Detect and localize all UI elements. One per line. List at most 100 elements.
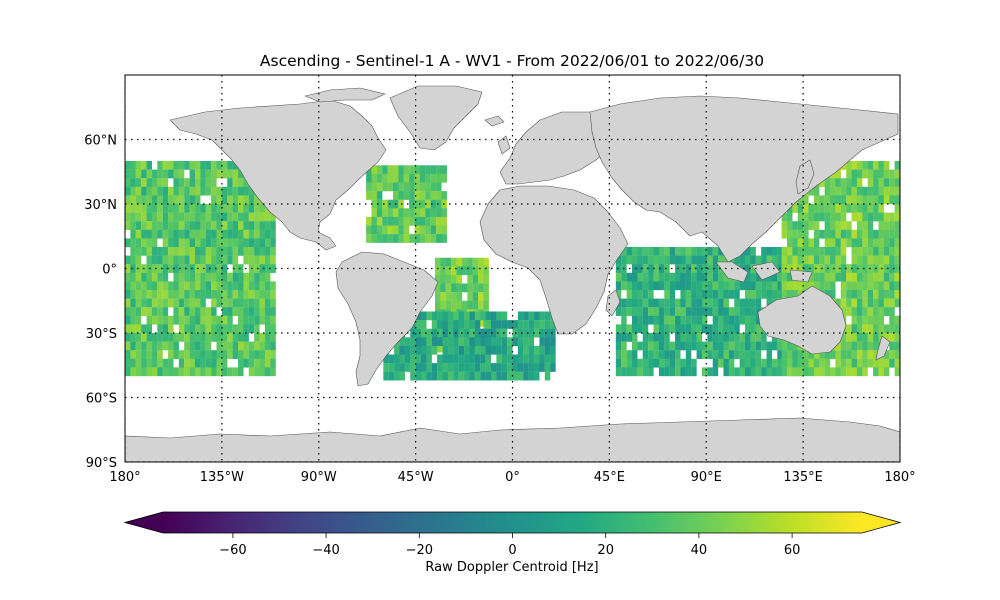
swath-cell: [248, 358, 255, 368]
swath-cell: [792, 350, 798, 359]
swath-cell: [194, 367, 201, 377]
swath-cell: [819, 204, 825, 213]
swath-cell: [425, 225, 431, 235]
swath-cell: [856, 247, 863, 256]
swath-cell: [728, 358, 735, 368]
swath-cell: [739, 315, 746, 325]
swath-cell: [771, 281, 778, 291]
swath-cell: [803, 350, 809, 359]
swath-cell: [483, 300, 489, 310]
swath-cell: [125, 161, 131, 170]
swath-cell: [238, 307, 244, 316]
swath-cell: [425, 173, 431, 183]
swath-cell: [523, 311, 529, 321]
swath-cell: [883, 169, 890, 179]
swath-cell: [146, 238, 153, 248]
swath-cell: [718, 341, 724, 351]
swath-cell: [534, 311, 540, 321]
swath-cell: [184, 186, 190, 196]
swath-cell: [194, 298, 201, 308]
swath-cell: [184, 324, 190, 334]
swath-cell: [739, 341, 746, 351]
swath-cell: [426, 328, 432, 338]
swath-cell: [469, 345, 475, 355]
swath-cell: [200, 247, 206, 256]
swath-cell: [512, 371, 518, 381]
swath-cell: [851, 367, 858, 377]
swath-cell: [803, 212, 809, 222]
swath-cell: [387, 225, 394, 235]
swath-cell: [878, 290, 884, 299]
swath-cell: [517, 320, 524, 329]
swath-cell: [483, 283, 489, 293]
swath-cell: [387, 182, 394, 192]
swath-cell: [189, 247, 196, 256]
swath-cell: [366, 234, 372, 243]
swath-cell: [478, 292, 484, 301]
swath-cell: [464, 337, 470, 347]
swath-cell: [393, 225, 399, 235]
swath-cell: [426, 354, 432, 364]
swath-cell: [528, 363, 535, 372]
swath-cell: [786, 264, 793, 273]
swath-cell: [254, 247, 260, 256]
swath-cell: [894, 298, 900, 308]
swath-cell: [637, 255, 643, 265]
swath-cell: [544, 328, 551, 338]
swath-cell: [157, 272, 163, 282]
swath-cell: [675, 324, 681, 334]
swath-cell: [846, 350, 852, 359]
swath-cell: [883, 212, 890, 222]
swath-cell: [178, 161, 185, 170]
swath-cell: [781, 358, 788, 368]
swath-cell: [130, 324, 136, 334]
swath-cell: [221, 358, 228, 368]
swath-cell: [141, 324, 147, 334]
swath-cell: [184, 255, 190, 265]
land-masses: [125, 85, 900, 462]
swath-cell: [146, 212, 153, 222]
swath-cell: [766, 350, 773, 359]
swath-cell: [786, 281, 793, 291]
swath-cell: [125, 281, 131, 291]
swath-cell: [517, 311, 524, 321]
swath-cell: [178, 255, 185, 265]
swath-cell: [739, 333, 746, 342]
swath-cell: [490, 345, 497, 355]
swath-cell: [615, 367, 622, 377]
swath-cell: [141, 350, 147, 359]
swath-cell: [440, 283, 446, 293]
swath-cell: [151, 307, 158, 316]
swath-cell: [189, 212, 196, 222]
swath-cell: [862, 204, 868, 213]
swath-cell: [873, 169, 879, 179]
swath-cell: [464, 311, 470, 321]
swath-cell: [626, 298, 633, 308]
swath-cell: [739, 307, 746, 316]
swath-cell: [803, 367, 809, 377]
swath-cell: [851, 212, 858, 222]
swath-cell: [631, 367, 638, 377]
swath-cell: [162, 161, 169, 170]
swath-cell: [615, 333, 622, 342]
swath-cell: [894, 350, 900, 359]
swath-cell: [421, 311, 427, 321]
swath-cell: [777, 367, 783, 377]
swath-cell: [270, 238, 276, 248]
swath-cell: [162, 247, 169, 256]
swath-cell: [835, 238, 841, 248]
swath-cell: [808, 247, 814, 256]
swath-cell: [189, 229, 196, 239]
swath-cell: [803, 195, 809, 205]
swath-cell: [189, 298, 196, 308]
swath-cell: [451, 257, 457, 267]
swath-cell: [615, 272, 622, 282]
swath-cell: [755, 333, 762, 342]
swath-cell: [750, 272, 756, 282]
swath-cell: [135, 221, 142, 230]
swath-cell: [151, 178, 158, 187]
swath-cell: [227, 238, 233, 248]
swath-cell: [371, 208, 377, 218]
swath-cell: [808, 221, 814, 230]
swath-cell: [653, 307, 659, 316]
